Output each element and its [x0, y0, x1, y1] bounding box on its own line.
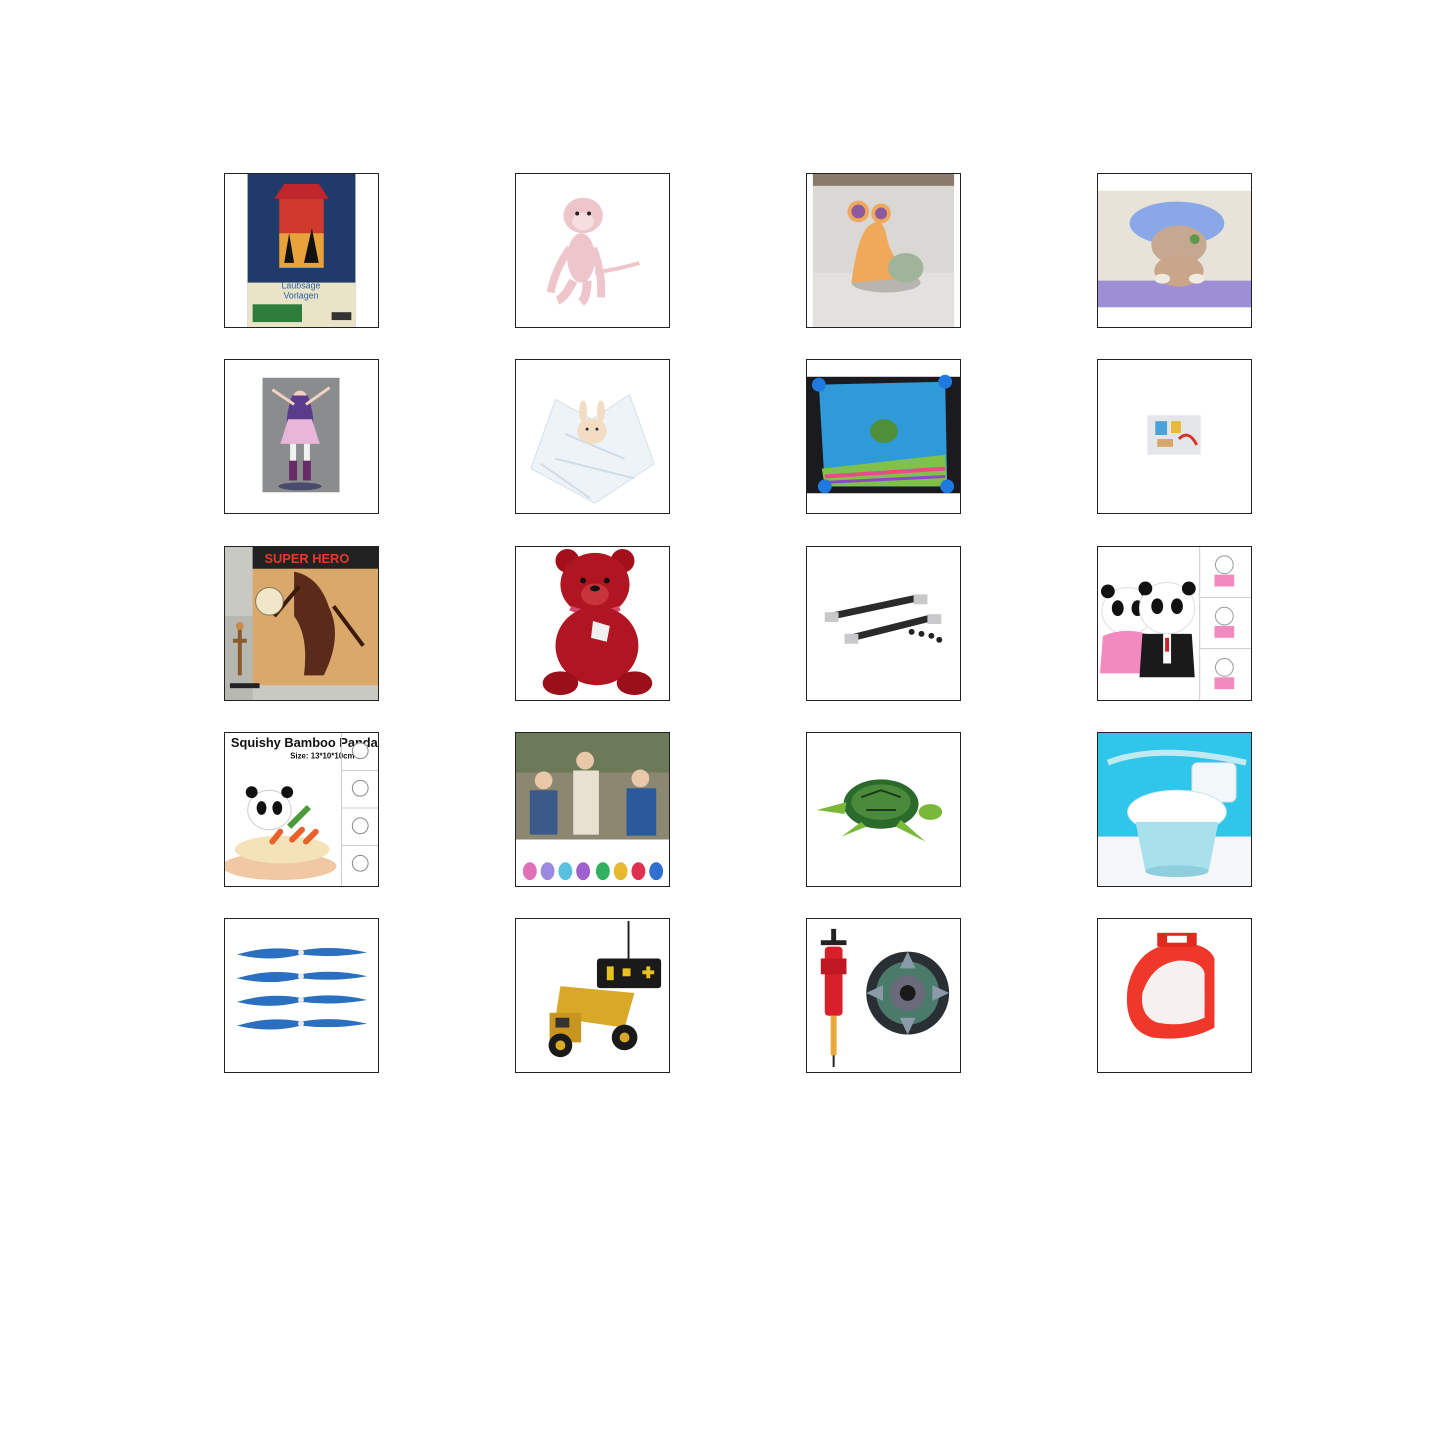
lantern-title-1: Laubsäge	[282, 281, 321, 291]
product-tile-blue-comforter-blanket[interactable]	[806, 359, 961, 514]
monkey-plush-icon	[546, 197, 641, 306]
lantern-kit-icon: Laubsäge Vorlagen	[247, 174, 356, 327]
product-tile-red-teddy-bear[interactable]	[515, 546, 670, 701]
product-tile-panda-couple-squishy[interactable]	[1097, 546, 1252, 701]
product-tile-sea-turtle-toy[interactable]	[806, 732, 961, 887]
toy-set-icon	[1147, 415, 1201, 455]
drive-shaft-icon	[824, 594, 943, 644]
product-tile-beyblade-launcher[interactable]	[806, 918, 961, 1073]
bunny-comforter-icon	[530, 393, 655, 504]
anime-figure-icon	[262, 377, 340, 493]
product-tile-rc-drive-shafts[interactable]	[806, 546, 961, 701]
snail-figure-icon	[812, 174, 955, 327]
squishy-size: Size: 13*10*10cm	[290, 752, 354, 761]
propeller-icon	[236, 948, 368, 1030]
product-tile-squishy-bamboo-panda[interactable]: Squishy Bamboo Panda Size: 13*10*10cm	[224, 732, 379, 887]
product-tile-snail-figure[interactable]	[806, 173, 961, 328]
product-tile-laubsaege-lantern[interactable]: Laubsäge Vorlagen	[224, 173, 379, 328]
product-tile-pink-monkey-plush[interactable]	[515, 173, 670, 328]
spinning-top-icon	[820, 928, 950, 1068]
keychain-pets-icon	[516, 733, 669, 886]
lantern-title-2: Vorlagen	[283, 290, 318, 300]
product-tile-bunny-comforter[interactable]	[515, 359, 670, 514]
mushroom-figure-icon	[1098, 190, 1251, 308]
comic-title: SUPER HERO	[264, 551, 349, 566]
product-tile-kids-potty-toilet[interactable]	[1097, 732, 1252, 887]
potty-icon	[1098, 733, 1251, 886]
panda-couple-icon	[1099, 547, 1251, 700]
panda-squishy-icon: Squishy Bamboo Panda Size: 13*10*10cm	[225, 733, 378, 886]
product-tile-red-plastic-part[interactable]	[1097, 918, 1252, 1073]
product-tile-kids-tamagotchi-keychains[interactable]	[515, 732, 670, 887]
product-tile-rc-dump-truck[interactable]	[515, 918, 670, 1073]
product-tile-comic-figure-box[interactable]: SUPER HERO	[224, 546, 379, 701]
product-tile-tiny-toy-set[interactable]	[1097, 359, 1252, 514]
product-tile-anime-figure[interactable]	[224, 359, 379, 514]
turtle-icon	[816, 779, 943, 842]
blanket-icon	[807, 374, 960, 494]
teddy-bear-icon	[542, 548, 653, 696]
dump-truck-icon	[548, 920, 662, 1058]
comic-figure-icon: SUPER HERO	[225, 547, 378, 700]
red-bracket-icon	[1126, 932, 1215, 1039]
product-tile-blue-propellers[interactable]	[224, 918, 379, 1073]
product-tile-mushroom-pet-figure[interactable]	[1097, 173, 1252, 328]
